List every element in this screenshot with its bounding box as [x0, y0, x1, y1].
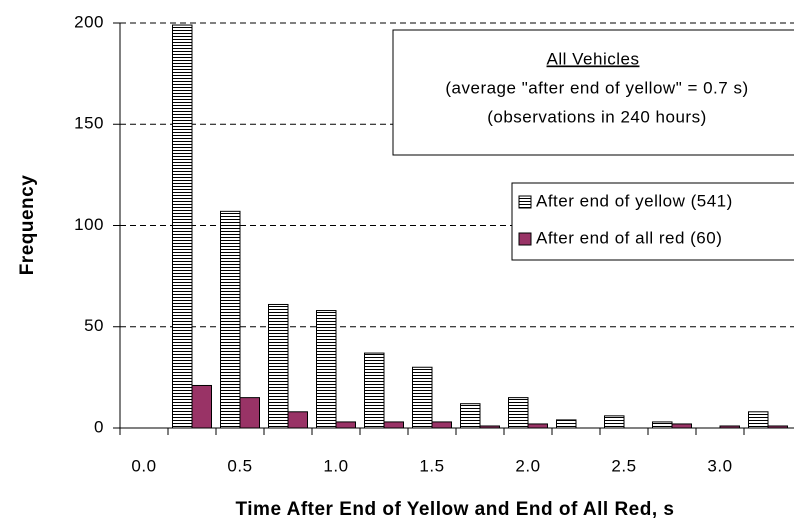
bar	[556, 419, 577, 429]
legend-swatch	[518, 232, 532, 246]
bar	[652, 421, 673, 429]
x-tick-label: 1.5	[419, 456, 444, 475]
y-tick-label: 0	[94, 417, 104, 436]
y-tick-label: 150	[74, 114, 104, 133]
bar	[671, 423, 692, 429]
y-axis-label: Frequency	[17, 175, 38, 276]
legend-swatch	[518, 195, 532, 209]
bar	[748, 411, 769, 429]
x-tick-label: 1.0	[323, 456, 348, 475]
bar	[220, 210, 241, 429]
bar	[431, 421, 452, 429]
annotation-line: (average "after end of yellow" = 0.7 s)	[445, 78, 748, 97]
annotation-box	[392, 29, 794, 156]
annotation-line: (observations in 240 hours)	[487, 107, 707, 126]
x-axis-label: Time After End of Yellow and End of All …	[236, 499, 675, 520]
legend-label: After end of all red (60)	[536, 228, 722, 247]
bar	[719, 425, 740, 429]
bar	[383, 421, 404, 429]
bar	[364, 352, 385, 429]
annotation-title: All Vehicles	[547, 49, 640, 68]
bar	[172, 24, 193, 429]
x-tick-label: 3.0	[707, 456, 732, 475]
bar	[767, 425, 788, 429]
bar	[527, 423, 548, 429]
y-tick-label: 50	[84, 316, 104, 335]
bar	[412, 366, 433, 429]
bar	[239, 397, 260, 429]
x-tick-label: 2.0	[515, 456, 540, 475]
y-tick-label: 200	[74, 12, 104, 31]
legend: After end of yellow (541) After end of al…	[511, 182, 794, 261]
y-tick-label: 100	[74, 215, 104, 234]
x-tick-label: 0.0	[131, 456, 156, 475]
bar	[479, 425, 500, 429]
bar	[268, 303, 289, 429]
bar	[335, 421, 356, 429]
bar	[604, 415, 625, 429]
bar	[460, 403, 481, 429]
legend-label: After end of yellow (541)	[536, 191, 733, 210]
bar	[287, 411, 308, 429]
bar	[508, 397, 529, 429]
x-tick-label: 2.5	[611, 456, 636, 475]
bar	[316, 310, 337, 429]
legend-box	[511, 182, 794, 261]
bar	[191, 384, 212, 429]
x-tick-label: 0.5	[227, 456, 252, 475]
